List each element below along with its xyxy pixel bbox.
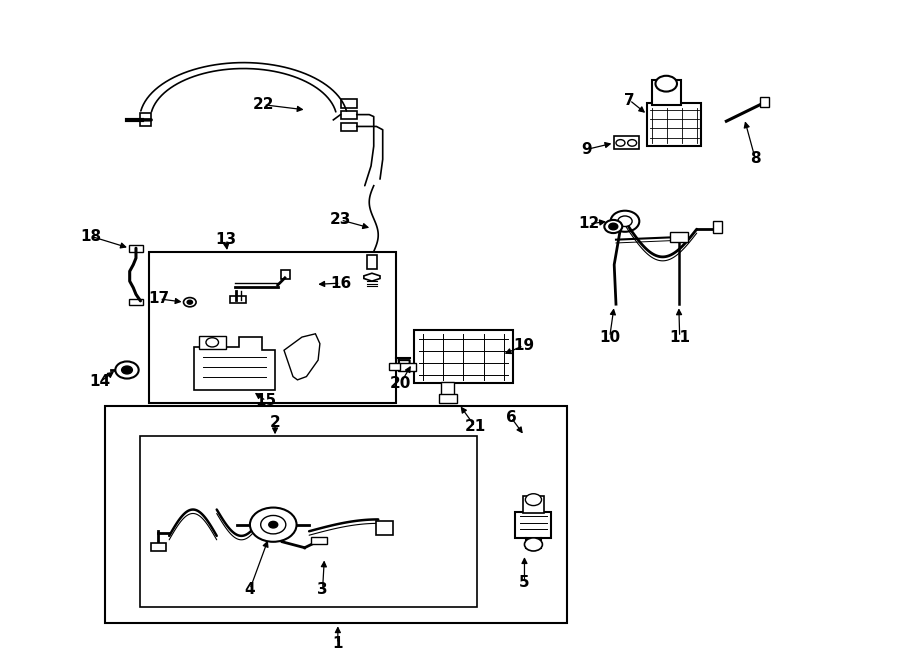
Text: 18: 18 [80, 229, 102, 244]
Text: 4: 4 [245, 582, 256, 597]
Bar [340, 110, 356, 119]
Bar [151, 543, 166, 551]
Text: 16: 16 [330, 276, 351, 291]
Text: 20: 20 [390, 375, 411, 391]
Text: 12: 12 [579, 216, 599, 231]
Polygon shape [364, 273, 380, 281]
Text: 17: 17 [148, 292, 170, 307]
Bar [713, 221, 722, 233]
Circle shape [184, 297, 196, 307]
Text: 19: 19 [513, 338, 534, 353]
Bar [199, 336, 226, 349]
Circle shape [616, 139, 625, 146]
Circle shape [115, 362, 139, 379]
Bar [340, 122, 356, 131]
Bar [523, 496, 544, 513]
Bar [140, 436, 477, 607]
Circle shape [525, 538, 543, 551]
Circle shape [604, 220, 622, 233]
Bar [129, 299, 143, 305]
Circle shape [655, 76, 677, 92]
Text: 14: 14 [89, 374, 111, 389]
Bar [282, 270, 291, 279]
Bar [389, 364, 400, 370]
Text: 1: 1 [333, 637, 343, 651]
Bar [366, 254, 377, 269]
Bar [398, 363, 416, 371]
Polygon shape [194, 337, 275, 390]
Text: 11: 11 [670, 330, 690, 344]
Circle shape [261, 516, 286, 534]
Bar [104, 407, 567, 623]
Text: 8: 8 [750, 151, 760, 165]
Text: 10: 10 [599, 330, 620, 344]
Text: 5: 5 [519, 575, 530, 590]
Circle shape [627, 139, 636, 146]
Circle shape [187, 300, 193, 304]
Circle shape [610, 211, 639, 232]
Circle shape [617, 216, 632, 227]
Text: 21: 21 [464, 419, 486, 434]
Circle shape [608, 223, 617, 230]
Circle shape [122, 366, 132, 374]
Bar [760, 97, 770, 106]
Circle shape [526, 494, 542, 506]
Circle shape [206, 338, 219, 347]
Bar [647, 103, 701, 146]
Bar [516, 512, 552, 538]
Circle shape [250, 508, 297, 542]
Text: 6: 6 [506, 410, 517, 425]
Bar [230, 296, 247, 303]
Text: 3: 3 [318, 582, 328, 597]
Bar [652, 81, 680, 105]
Bar [140, 113, 151, 126]
Text: 13: 13 [215, 232, 237, 247]
Bar [376, 522, 392, 535]
Text: 7: 7 [624, 93, 634, 108]
Bar [414, 330, 513, 383]
Bar [439, 394, 457, 403]
Text: 15: 15 [256, 393, 276, 408]
Bar [310, 537, 327, 545]
Text: 23: 23 [330, 212, 351, 227]
Bar [149, 252, 396, 403]
Text: 22: 22 [253, 97, 274, 112]
Polygon shape [284, 334, 319, 380]
Bar [670, 232, 688, 242]
Bar [340, 99, 356, 108]
Bar [441, 382, 454, 395]
Bar [129, 245, 143, 252]
Text: 9: 9 [581, 142, 591, 157]
Circle shape [269, 522, 278, 528]
Bar [614, 136, 639, 149]
Text: 2: 2 [270, 415, 281, 430]
